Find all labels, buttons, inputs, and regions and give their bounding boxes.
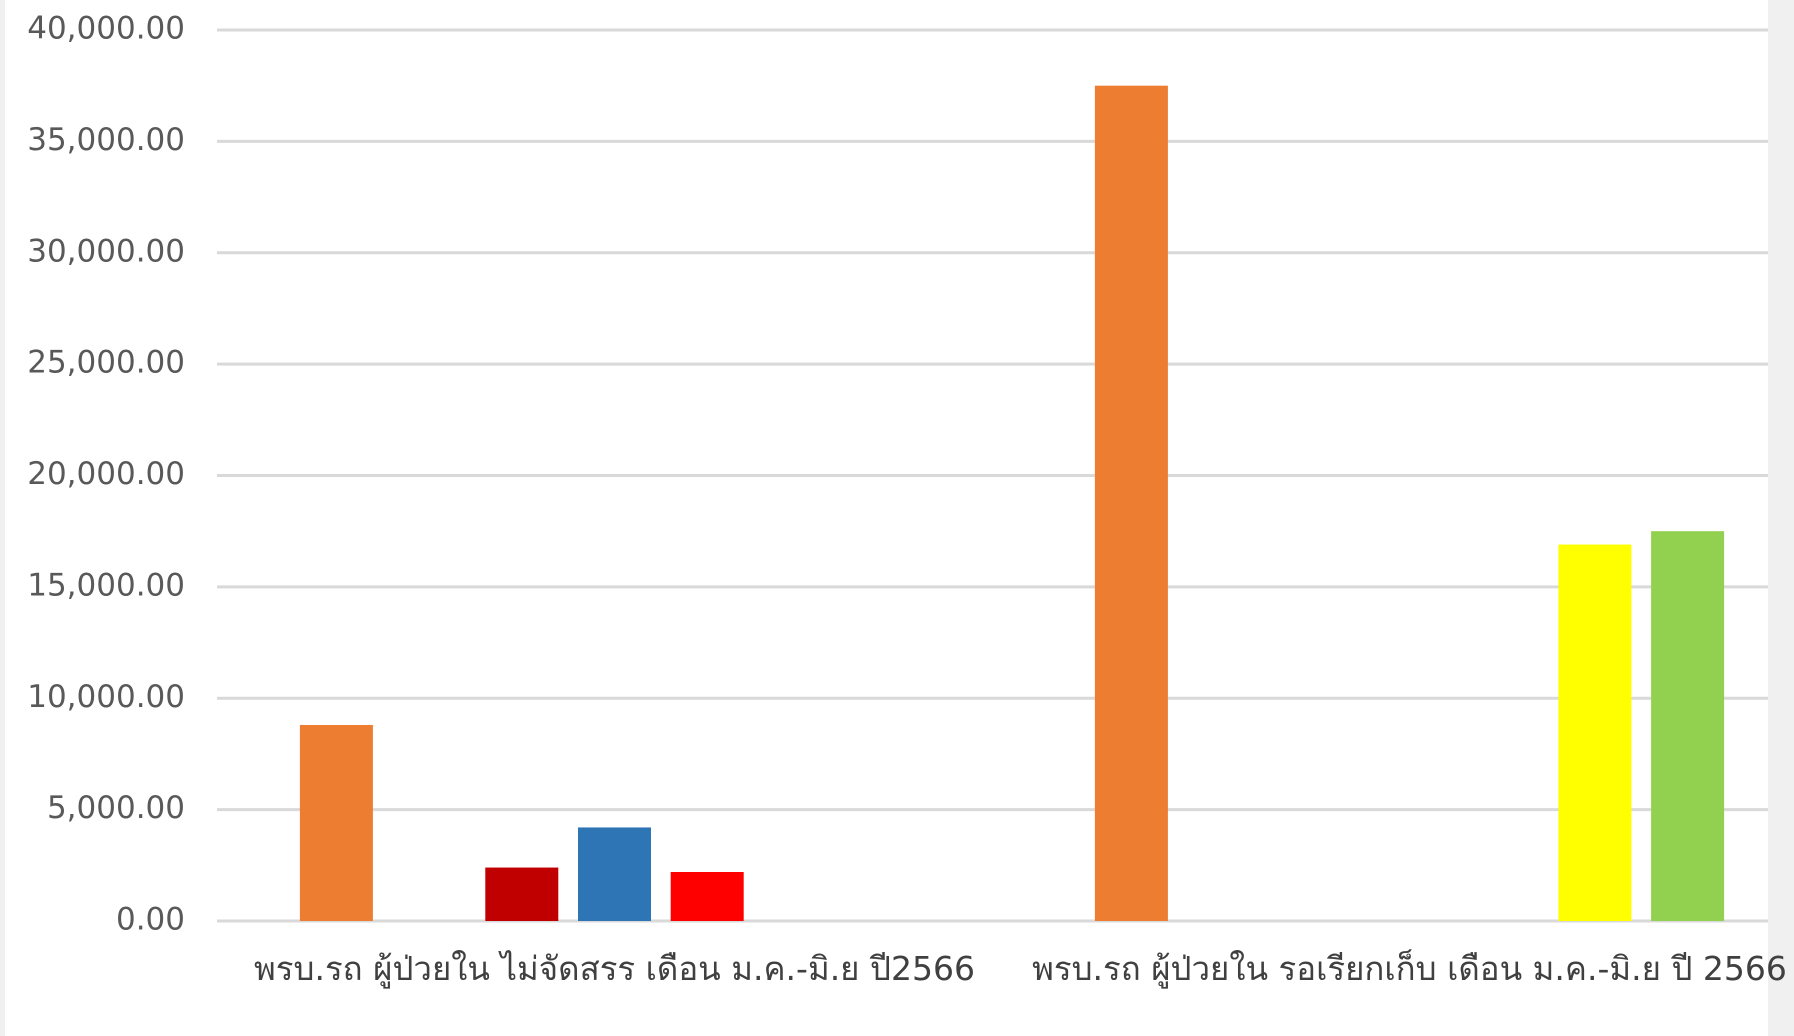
bar xyxy=(485,867,559,921)
y-tick-label: 15,000.00 xyxy=(27,567,185,603)
x-tick-label: พรบ.รถ ผู้ป่วยใน ไม่จัดสรร เดือน ม.ค.-มิ… xyxy=(254,949,975,988)
y-tick-label: 35,000.00 xyxy=(27,122,185,158)
y-tick-label: 30,000.00 xyxy=(27,233,185,269)
x-tick-label: พรบ.รถ ผู้ป่วยใน รอเรียกเก็บ เดือน ม.ค.-… xyxy=(1032,949,1787,988)
bar xyxy=(1094,85,1168,921)
right-edge xyxy=(1768,0,1794,1036)
y-tick-label: 25,000.00 xyxy=(27,345,185,381)
y-tick-label: 40,000.00 xyxy=(27,11,185,47)
bar xyxy=(670,871,744,921)
bar xyxy=(578,827,651,921)
bar xyxy=(299,724,373,921)
bar xyxy=(1558,544,1632,921)
left-edge xyxy=(0,0,5,1036)
y-tick-label: 20,000.00 xyxy=(27,456,185,492)
y-tick-label: 10,000.00 xyxy=(27,679,185,715)
y-tick-label: 5,000.00 xyxy=(47,790,185,826)
bar xyxy=(1651,531,1725,921)
y-tick-label: 0.00 xyxy=(116,902,185,938)
